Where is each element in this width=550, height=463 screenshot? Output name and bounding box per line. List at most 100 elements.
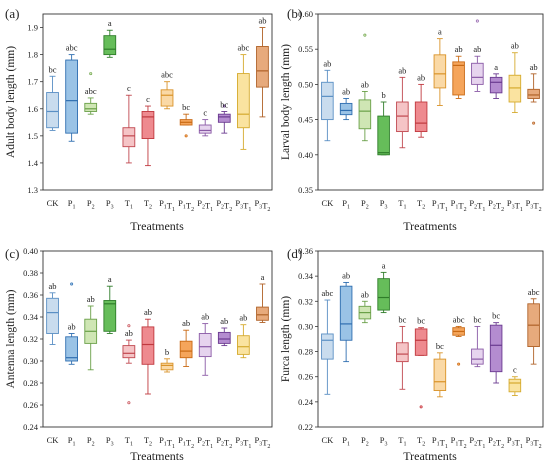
box	[217, 113, 231, 123]
x-tick-letter: P	[235, 198, 240, 208]
x-tick-subscript: 3	[259, 205, 262, 211]
box-group: ab P3T1	[235, 313, 251, 450]
x-tick-letter: P	[526, 198, 531, 208]
significance-letter: abc	[161, 70, 173, 80]
significance-letter: bc	[49, 64, 57, 74]
y-tick-label: 0.32	[298, 296, 313, 306]
x-tick-letter: T	[458, 438, 464, 448]
x-tick-label: P3T2	[526, 435, 542, 450]
x-tick-subscript: 1	[183, 442, 186, 448]
box-group: bc T1	[396, 314, 409, 448]
y-tick-label: 1.9	[27, 23, 38, 33]
x-tick-letter: T	[398, 435, 404, 445]
significance-letter: ab	[258, 16, 266, 26]
box-group: ab T1	[396, 65, 409, 211]
box-group: ab P2	[358, 33, 372, 211]
x-tick-label: P2T1	[469, 198, 485, 213]
box	[377, 278, 390, 311]
significance-letter: ab	[323, 58, 331, 68]
panel-3: (d) 0.22 0.24 0.26 0.28 0.30 0.32 0.34 0.36 Furca…	[280, 246, 544, 463]
x-tick-subscript: 2	[501, 444, 504, 450]
panel-0: (a) 1.3 1.4 1.5 1.6 1.7 1.8 1.9 Adult body lengt…	[5, 6, 273, 233]
x-tick-subscript: 1	[130, 442, 133, 448]
plot-frame	[317, 13, 544, 191]
x-tick-letter: P	[254, 435, 259, 445]
significance-letter: ab	[398, 65, 406, 75]
x-tick-subscript: 1	[164, 205, 167, 211]
x-tick-subscript: 2	[191, 207, 194, 213]
significance-letter: abc	[66, 43, 78, 53]
panel-label: (d)	[287, 246, 302, 261]
outlier-point	[532, 121, 536, 125]
x-tick-subscript: 1	[455, 442, 458, 448]
x-tick-subscript: 2	[493, 442, 496, 448]
x-tick-letter: P	[507, 435, 512, 445]
significance-letter: bc	[182, 102, 190, 112]
significance-letter: ab	[473, 44, 481, 54]
x-tick-label: P1	[342, 198, 350, 211]
box-group: bc P1T2	[178, 102, 194, 213]
significance-letter: ab	[361, 79, 369, 89]
box-group: ab P1	[339, 86, 353, 211]
box-group: a P3	[377, 260, 390, 448]
x-tick-letter: T	[224, 438, 230, 448]
x-tick-subscript: 1	[437, 205, 440, 211]
x-tick-letter: P	[507, 198, 512, 208]
y-tick-label: 1.6	[27, 104, 38, 114]
x-tick-letter: T	[533, 438, 539, 448]
box	[321, 333, 334, 360]
box	[46, 297, 59, 334]
x-tick-letter: T	[458, 201, 464, 211]
significance-letter: c	[203, 108, 207, 118]
significance-letter: abc	[237, 43, 249, 53]
x-tick-letter: T	[262, 201, 268, 211]
x-tick-letter: P	[68, 435, 73, 445]
x-tick-letter: T	[144, 435, 150, 445]
y-tick-label: 1.7	[27, 77, 38, 87]
x-tick-subscript: 2	[191, 444, 194, 450]
x-tick-subscript: 1	[248, 207, 251, 213]
x-tick-subscript: 3	[240, 205, 243, 211]
panel-label: (b)	[287, 6, 302, 21]
y-tick-label: 1.5	[27, 131, 38, 141]
significance-letter: ab	[361, 289, 369, 299]
box	[508, 378, 522, 393]
box	[198, 124, 212, 134]
box-group: ab CK	[321, 58, 334, 208]
y-tick-label: 0.32	[23, 334, 38, 344]
y-tick-label: 0.24	[298, 397, 314, 407]
x-tick-letter: T	[417, 435, 423, 445]
x-tick-letter: T	[125, 198, 131, 208]
x-tick-letter: T	[186, 438, 192, 448]
significance-letter: ab	[144, 307, 152, 317]
x-tick-letter: T	[205, 438, 211, 448]
y-tick-label: 0.30	[298, 321, 313, 331]
x-tick-label: CK	[47, 435, 60, 445]
x-tick-label: P2	[87, 198, 95, 211]
y-tick-label: 1.8	[27, 50, 38, 60]
significance-letter: ab	[342, 86, 350, 96]
box	[527, 88, 540, 99]
significance-letter: bc	[473, 314, 481, 324]
significance-letter: a	[108, 18, 112, 28]
box-group: bc P2T1	[469, 314, 485, 450]
box-group: c T2	[141, 94, 155, 211]
x-tick-letter: P	[216, 198, 221, 208]
y-axis-label: Furca length (mm)	[280, 296, 292, 382]
x-tick-subscript: 2	[366, 442, 369, 448]
significance-letter: bc	[220, 99, 228, 109]
x-tick-label: P2T1	[197, 198, 213, 213]
significance-letter: ab	[239, 313, 247, 323]
x-tick-subscript: 1	[403, 205, 406, 211]
x-tick-subscript: 3	[530, 205, 533, 211]
y-tick-label: 0.22	[298, 422, 313, 432]
x-tick-letter: P	[361, 198, 366, 208]
x-tick-subscript: 2	[202, 205, 205, 211]
box-group: abc CK	[321, 288, 334, 445]
box	[339, 285, 353, 341]
x-tick-label: P1T2	[451, 435, 467, 450]
